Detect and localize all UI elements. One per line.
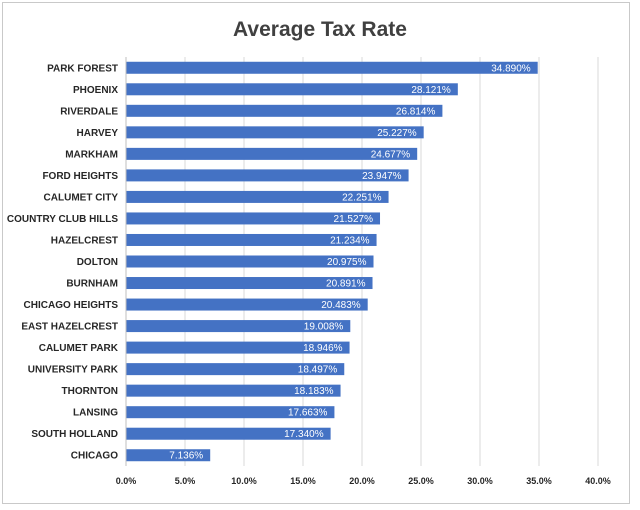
category-label: THORNTON bbox=[62, 386, 118, 397]
bar bbox=[126, 384, 341, 397]
x-tick-label: 5.0% bbox=[175, 476, 196, 486]
category-label: SOUTH HOLLAND bbox=[31, 429, 118, 440]
data-label: 7.136% bbox=[169, 451, 203, 462]
data-label: 21.234% bbox=[330, 235, 370, 246]
category-label: LANSING bbox=[73, 408, 118, 419]
x-tick-label: 25.0% bbox=[408, 476, 434, 486]
category-label: HARVEY bbox=[77, 128, 119, 139]
category-label: DOLTON bbox=[77, 257, 118, 268]
x-tick-label: 10.0% bbox=[231, 476, 257, 486]
data-label: 25.227% bbox=[377, 128, 417, 139]
bar bbox=[126, 427, 331, 440]
bar bbox=[126, 169, 409, 182]
data-label: 18.183% bbox=[294, 386, 334, 397]
data-label: 17.663% bbox=[288, 408, 328, 419]
category-label: RIVERDALE bbox=[60, 106, 118, 117]
bar bbox=[126, 212, 381, 225]
category-label: PHOENIX bbox=[73, 85, 118, 96]
data-label: 23.947% bbox=[362, 171, 402, 182]
category-label: MARKHAM bbox=[65, 149, 118, 160]
category-label: HAZELCREST bbox=[51, 235, 118, 246]
bar bbox=[126, 449, 211, 462]
data-label: 20.891% bbox=[326, 279, 366, 290]
data-label: 19.008% bbox=[304, 322, 344, 333]
category-label: FORD HEIGHTS bbox=[42, 171, 118, 182]
data-label: 26.814% bbox=[396, 106, 436, 117]
category-label: BURNHAM bbox=[66, 279, 118, 290]
data-label: 21.527% bbox=[334, 214, 374, 225]
x-tick-label: 35.0% bbox=[526, 476, 552, 486]
bar bbox=[126, 255, 374, 268]
category-label: UNIVERSITY PARK bbox=[28, 365, 119, 376]
category-label: CALUMET CITY bbox=[44, 192, 119, 203]
bar bbox=[126, 277, 373, 290]
bar bbox=[126, 298, 368, 311]
data-label: 18.946% bbox=[303, 343, 343, 354]
category-label: EAST HAZELCREST bbox=[21, 322, 118, 333]
category-label: PARK FOREST bbox=[47, 63, 118, 74]
category-label: CHICAGO bbox=[71, 451, 118, 462]
x-tick-label: 0.0% bbox=[116, 476, 137, 486]
bar bbox=[126, 406, 335, 419]
bar bbox=[126, 126, 424, 139]
x-tick-label: 30.0% bbox=[467, 476, 493, 486]
bar bbox=[126, 61, 538, 74]
chart-title: Average Tax Rate bbox=[233, 18, 407, 41]
bar bbox=[126, 83, 458, 96]
data-label: 20.483% bbox=[321, 300, 361, 311]
bar bbox=[126, 190, 389, 203]
data-label: 24.677% bbox=[371, 149, 411, 160]
category-label: CHICAGO HEIGHTS bbox=[24, 300, 119, 311]
data-label: 18.497% bbox=[298, 365, 338, 376]
bar bbox=[126, 233, 377, 246]
bar bbox=[126, 341, 350, 354]
category-label: COUNTRY CLUB HILLS bbox=[7, 214, 118, 225]
bar bbox=[126, 363, 345, 376]
category-label: CALUMET PARK bbox=[39, 343, 119, 354]
data-label: 28.121% bbox=[411, 85, 451, 96]
data-label: 34.890% bbox=[491, 63, 531, 74]
x-tick-label: 40.0% bbox=[585, 476, 611, 486]
bar bbox=[126, 320, 351, 333]
data-label: 17.340% bbox=[284, 429, 324, 440]
x-tick-label: 15.0% bbox=[290, 476, 316, 486]
bar bbox=[126, 104, 443, 117]
bar bbox=[126, 147, 418, 160]
x-tick-label: 20.0% bbox=[349, 476, 375, 486]
data-label: 22.251% bbox=[342, 192, 382, 203]
data-label: 20.975% bbox=[327, 257, 367, 268]
